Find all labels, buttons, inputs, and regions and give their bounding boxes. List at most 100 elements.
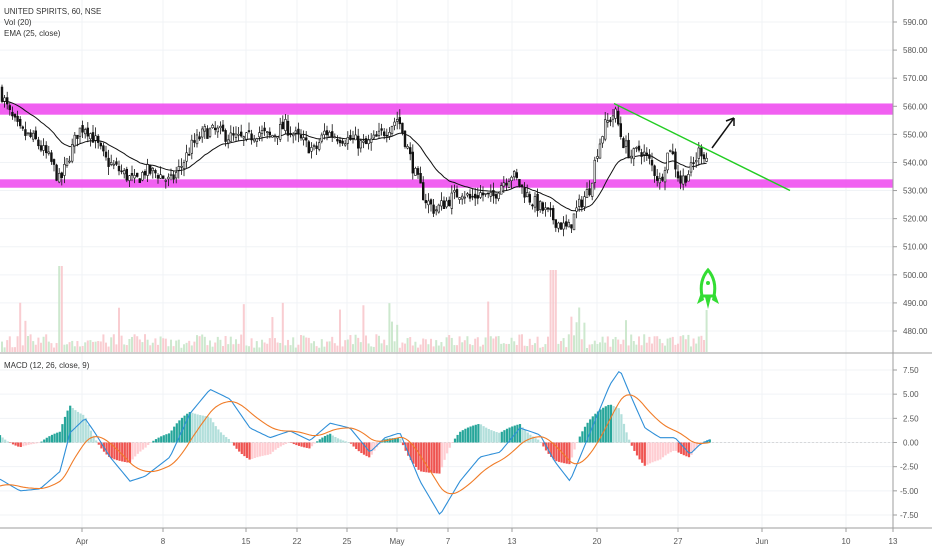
macd-histogram-bar (368, 442, 371, 458)
macd-histogram-bar (318, 439, 321, 443)
price-tick-label: 580.00 (903, 46, 928, 55)
macd-histogram-bar (370, 442, 373, 455)
macd-histogram-bar (547, 442, 550, 454)
candle-body (156, 175, 160, 179)
macd-histogram-bar (555, 442, 558, 462)
macd-histogram-bar (656, 442, 659, 461)
macd-histogram-bar (121, 442, 124, 462)
volume-bar (162, 338, 165, 352)
macd-histogram-bar (191, 412, 194, 443)
macd-histogram-bar (490, 430, 493, 443)
candle-body (330, 131, 334, 137)
volume-bar (661, 343, 664, 352)
candle-body (627, 139, 630, 158)
volume-bar (24, 320, 27, 352)
volume-bar (258, 347, 261, 352)
macd-histogram-bar (427, 442, 431, 473)
candle-body (276, 136, 279, 139)
volume-bar (209, 340, 211, 352)
macd-histogram-bar (498, 432, 501, 443)
candle-body (240, 131, 243, 137)
candle-body (299, 134, 303, 139)
volume-bar (502, 343, 505, 352)
candle-body (346, 137, 349, 144)
candle-body (702, 154, 706, 160)
volume-bar (427, 344, 430, 352)
volume-bar (398, 347, 401, 352)
candle-body (278, 124, 282, 140)
candle-body (536, 193, 539, 211)
volume-bar (687, 334, 690, 352)
macd-histogram-bar (425, 442, 428, 473)
candle-body (414, 168, 417, 176)
macd-histogram-bar (165, 434, 168, 443)
volume-bar (489, 336, 492, 352)
volume-bar (222, 346, 224, 352)
candle-body (24, 129, 27, 136)
candle-body (52, 159, 56, 165)
candle-body (65, 158, 69, 166)
volume-bar (154, 338, 157, 352)
macd-histogram-bar (248, 442, 251, 460)
candle-body (227, 139, 230, 144)
volume-bar (281, 302, 284, 352)
volume-bar (224, 335, 227, 352)
macd-histogram-bar (687, 442, 691, 458)
volume-bar (310, 343, 313, 352)
volume-bar (245, 345, 248, 352)
candle-body (583, 196, 586, 208)
volume-bar (339, 309, 341, 352)
candle-body (234, 133, 238, 138)
volume-bar (89, 340, 92, 352)
macd-histogram-bar (388, 438, 392, 443)
macd-histogram-bar (269, 442, 272, 455)
candle-body (655, 176, 659, 181)
volume-bar (94, 341, 97, 352)
macd-histogram-bar (531, 436, 535, 443)
candle-body (297, 128, 300, 135)
candle-body (237, 133, 240, 136)
macd-histogram-bar (92, 435, 95, 443)
candle-body (42, 145, 45, 151)
candle-body (590, 182, 594, 197)
candle-body (369, 138, 373, 143)
macd-histogram-bar (222, 434, 225, 443)
candle-body (616, 110, 620, 125)
macd-histogram-bar (477, 424, 480, 443)
macd-histogram-bar (381, 441, 384, 443)
candle-body (162, 175, 165, 179)
candle-body (320, 134, 323, 142)
macd-histogram-bar (123, 442, 126, 463)
volume-bar (185, 342, 188, 352)
macd-histogram-bar (620, 414, 623, 443)
candle-body (541, 202, 545, 211)
price-tick-label: 530.00 (903, 187, 928, 196)
volume-bar (357, 337, 360, 352)
volume-bar (528, 338, 531, 352)
macd-histogram-bar (139, 442, 142, 452)
macd-histogram-bar (300, 442, 303, 447)
price-tick-label: 520.00 (903, 215, 928, 224)
macd-histogram-bar (152, 440, 155, 443)
candle-body (0, 86, 4, 102)
candle-body (567, 222, 571, 228)
volume-bar (526, 346, 529, 352)
macd-histogram-bar (643, 442, 646, 466)
macd-histogram-bar (149, 442, 152, 443)
volume-bar (120, 335, 123, 352)
macd-histogram-bar (144, 442, 147, 448)
volume-bar (635, 344, 638, 352)
candle-body (395, 119, 399, 122)
candle-body (603, 119, 607, 140)
macd-histogram-bar (357, 442, 360, 452)
volume-bar (333, 343, 336, 352)
volume-bar (99, 341, 102, 352)
macd-histogram-bar (214, 426, 217, 443)
macd-pane (0, 352, 932, 515)
macd-histogram-bar (466, 427, 470, 443)
candle-body (117, 165, 121, 172)
macd-histogram-bar (604, 406, 607, 443)
macd-histogram-bar (56, 432, 59, 443)
candle-body (377, 130, 381, 136)
